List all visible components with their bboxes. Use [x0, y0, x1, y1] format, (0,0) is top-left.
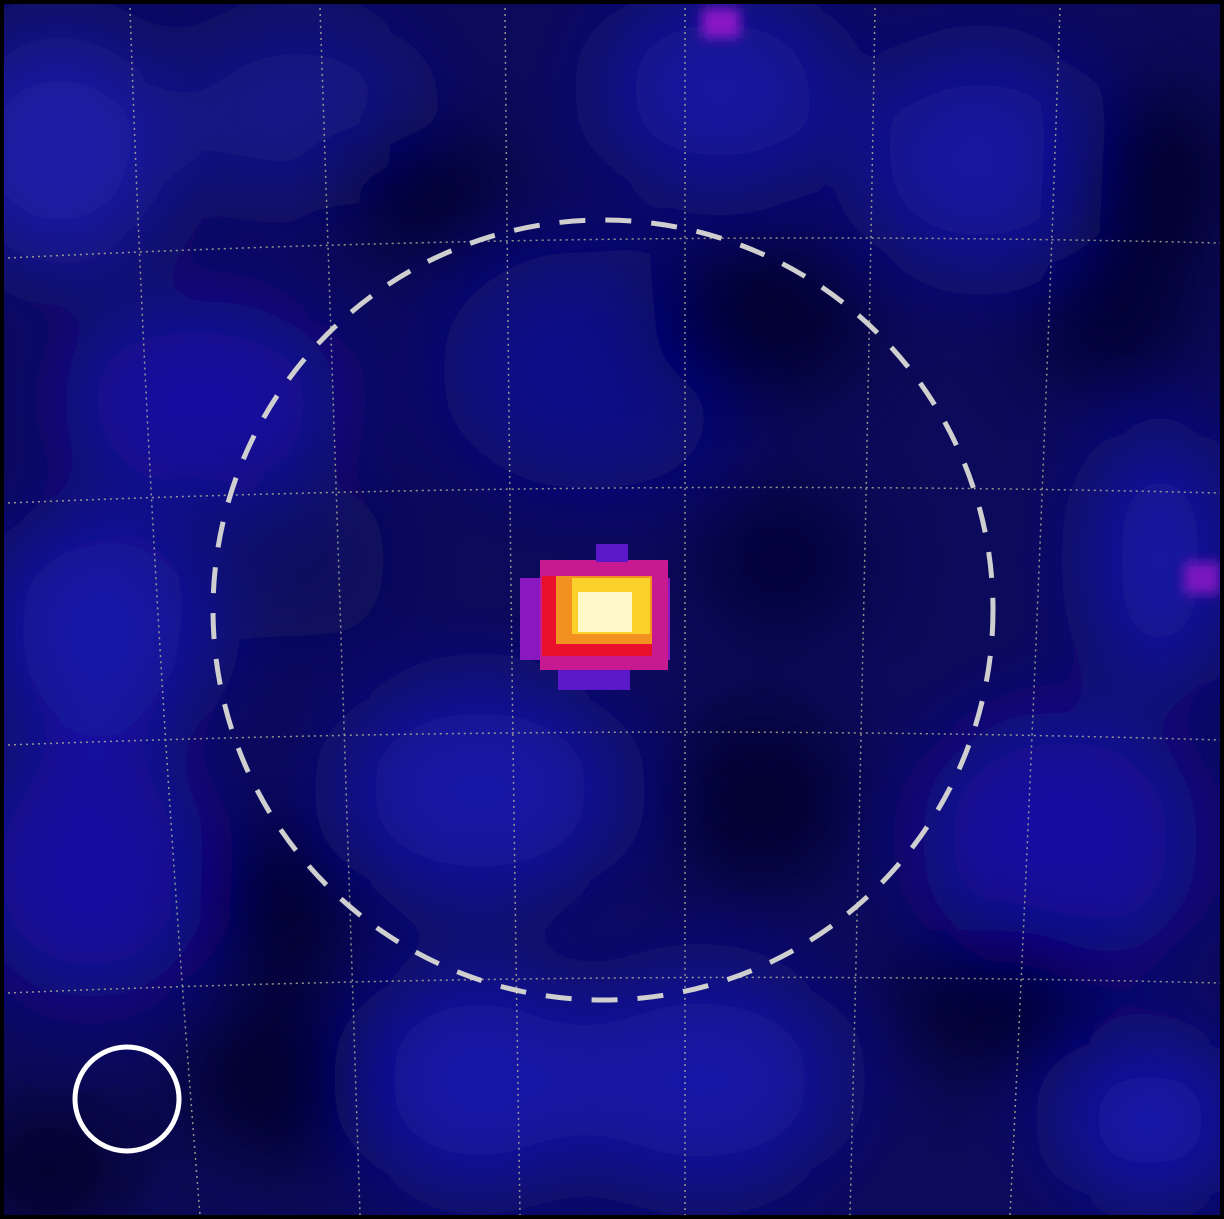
hot-pixel — [1184, 562, 1220, 594]
point-source — [520, 544, 670, 690]
page — [0, 0, 1224, 1219]
hot-pixel — [702, 8, 740, 38]
sky-image — [0, 0, 1224, 1219]
